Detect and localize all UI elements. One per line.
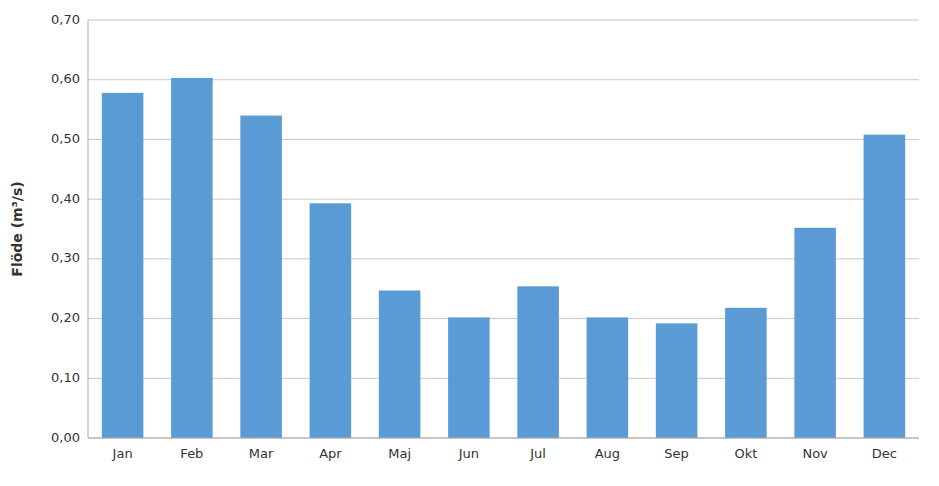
chart: 0,00 0,10 0,20 0,30 0,40 0,50 0,60 0,70 Jan Feb Ma… (0, 0, 939, 486)
bar (102, 93, 144, 438)
grid (88, 20, 919, 438)
y-axis-line (88, 20, 89, 438)
x-tick-label: Maj (388, 446, 411, 461)
bar (587, 317, 629, 438)
y-tick-label: 0,30 (51, 250, 80, 265)
y-axis: 0,00 0,10 0,20 0,30 0,40 0,50 0,60 0,70 (51, 12, 80, 445)
x-tick-label: Feb (180, 446, 203, 461)
y-tick-label: 0,50 (51, 131, 80, 146)
bars (102, 78, 905, 438)
y-tick-label: 0,70 (51, 12, 80, 27)
bar (517, 286, 559, 438)
bar (379, 291, 421, 438)
bar (794, 228, 836, 438)
y-tick-label: 0,40 (51, 191, 80, 206)
bar (171, 78, 213, 438)
grid-line (88, 438, 919, 439)
x-tick-label: Jul (529, 446, 546, 461)
bar (240, 116, 282, 438)
x-tick-label: Aug (595, 446, 620, 461)
x-tick-label: Okt (734, 446, 757, 461)
y-tick-label: 0,00 (51, 430, 80, 445)
bar (310, 203, 352, 438)
y-tick-label: 0,60 (51, 71, 80, 86)
x-axis-line (88, 438, 919, 439)
x-tick-label: Jan (112, 446, 133, 461)
y-tick-label: 0,20 (51, 310, 80, 325)
bar (864, 135, 906, 438)
x-tick-label: Sep (664, 446, 689, 461)
x-tick-label: Mar (249, 446, 274, 461)
bar (725, 308, 767, 438)
x-tick-label: Jun (458, 446, 479, 461)
x-tick-label: Nov (802, 446, 828, 461)
y-axis-title: Flöde (m³/s) (9, 181, 25, 276)
y-tick-label: 0,10 (51, 370, 80, 385)
grid-line (88, 20, 919, 21)
x-axis: Jan Feb Mar Apr Maj Jun Jul Aug Sep Okt Nov Dec (112, 446, 897, 461)
chart-container: 0,00 0,10 0,20 0,30 0,40 0,50 0,60 0,70 Jan Feb Ma… (0, 0, 939, 486)
bar (448, 317, 490, 438)
x-tick-label: Dec (872, 446, 897, 461)
bar (656, 323, 698, 438)
x-tick-label: Apr (319, 446, 342, 461)
